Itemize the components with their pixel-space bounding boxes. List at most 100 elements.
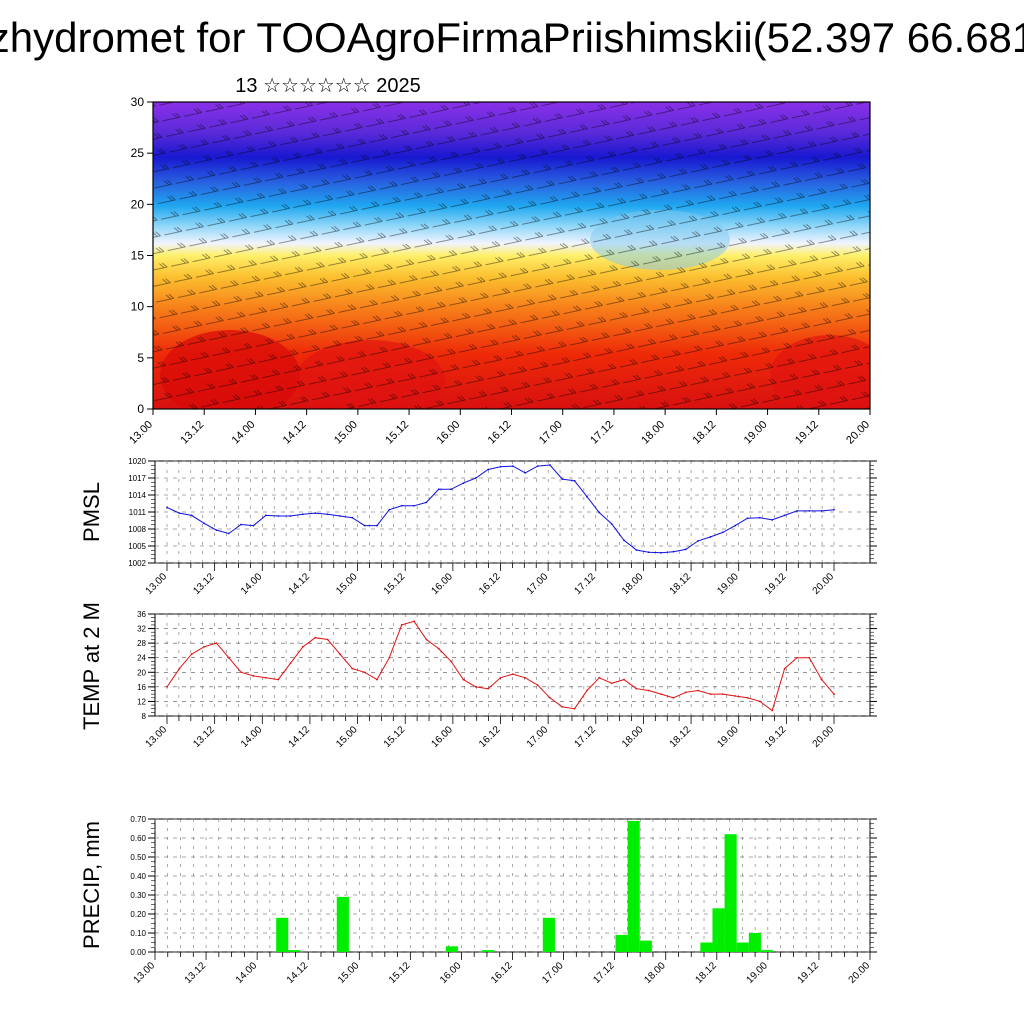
data-point (166, 506, 168, 509)
data-point (301, 645, 304, 648)
x-tick-label: 20.00 (811, 571, 837, 597)
data-point (734, 695, 737, 697)
temp-panel: TEMP at 2 M 8 12 16 20 24 28 32 36 13.00 13.12 14.… (79, 602, 877, 750)
precip-bar (760, 950, 774, 952)
data-point (351, 667, 354, 670)
data-point (203, 522, 205, 525)
data-point (820, 509, 823, 512)
y-tick-label: 1020 (128, 457, 146, 466)
data-point (363, 524, 366, 527)
data-point (227, 532, 230, 535)
data-point (240, 523, 243, 526)
data-point (524, 472, 527, 474)
data-point (413, 620, 415, 623)
data-point (549, 464, 551, 466)
data-point (376, 678, 378, 681)
data-point (178, 512, 181, 515)
y-tick-label: 12 (137, 697, 146, 706)
data-point (709, 693, 712, 696)
data-point (203, 645, 205, 648)
data-point (796, 509, 798, 512)
data-point (227, 656, 230, 659)
x-tick-label: 14.12 (287, 724, 313, 750)
data-point (573, 479, 576, 482)
data-point (796, 656, 798, 659)
x-tick-label: 14.12 (287, 571, 313, 597)
heatmap-y-tick-label: 10 (131, 300, 145, 314)
heatmap-y-ticks: 0 5 10 15 20 25 30 (131, 95, 153, 416)
x-tick-label: 13.00 (144, 571, 170, 597)
data-point (783, 514, 786, 517)
data-point (178, 667, 181, 670)
data-point (623, 678, 625, 681)
x-tick-label: 15.12 (382, 724, 408, 750)
precip-bar (482, 950, 495, 952)
y-tick-label: 36 (137, 610, 146, 619)
x-tick-label: 15.00 (336, 960, 362, 986)
data-point (190, 514, 193, 517)
precip-bar (700, 942, 713, 952)
precip-bar (276, 917, 289, 952)
precip-bar (336, 896, 349, 952)
data-point (697, 689, 700, 692)
y-tick-label: 1005 (128, 542, 146, 551)
data-point (758, 700, 761, 703)
precip-bar (639, 940, 652, 952)
x-tick-label: 19.00 (715, 724, 741, 750)
x-tick-label: 15.12 (387, 960, 413, 986)
x-tick-label: 18.00 (620, 571, 646, 597)
x-tick-label: 16.12 (477, 571, 503, 597)
data-point (462, 678, 465, 681)
data-point (623, 539, 625, 542)
data-point (684, 548, 687, 551)
precip-bar (615, 934, 628, 952)
data-point (524, 676, 527, 679)
x-tick-label: 16.00 (430, 724, 456, 750)
data-point (808, 509, 811, 512)
heatmap-y-tick-label: 25 (131, 146, 145, 160)
data-point (660, 693, 662, 696)
y-tick-label: 24 (137, 654, 146, 663)
data-point (425, 638, 428, 641)
x-tick-label: 17.12 (572, 724, 598, 750)
data-point (264, 676, 267, 679)
data-point (425, 501, 428, 504)
x-tick-label: 14.00 (234, 960, 260, 986)
heatmap-x-tick-label: 20.00 (844, 419, 872, 447)
y-tick-label: 0.50 (130, 853, 146, 862)
x-tick-label: 13.12 (191, 571, 217, 597)
pmsl-panel: PMSL 1002 1005 1008 1011 1014 1017 1020 13.00 13… (79, 457, 877, 597)
precip-bar (736, 942, 749, 952)
data-point (388, 656, 391, 659)
x-tick-label: 18.12 (693, 960, 719, 986)
data-point (339, 515, 341, 517)
heatmap-x-tick-label: 16.00 (434, 419, 462, 447)
y-tick-label: 32 (137, 625, 146, 634)
y-tick-label: 0.00 (130, 948, 146, 957)
x-tick-label: 19.12 (763, 571, 789, 597)
precip-axis-label: PRECIP, mm (79, 821, 104, 949)
data-point (697, 540, 700, 542)
data-point (549, 696, 551, 699)
precip-bar (712, 908, 725, 952)
x-tick-label: 16.00 (438, 960, 464, 986)
data-point (339, 653, 341, 655)
precip-bar (748, 933, 761, 952)
heatmap-y-tick-label: 30 (131, 95, 145, 109)
data-point (561, 705, 564, 708)
x-tick-label: 17.12 (591, 960, 617, 986)
data-point (721, 531, 724, 534)
precip-panel: PRECIP, mm 0.00 0.10 0.20 0.30 0.40 0.50 0.60 0… (79, 815, 877, 986)
data-point (215, 529, 218, 532)
heatmap-x-tick-label: 13.00 (127, 419, 155, 447)
heatmap-x-tick-label: 18.00 (639, 419, 667, 447)
data-point (301, 513, 304, 516)
data-point (536, 684, 539, 686)
data-point (264, 514, 267, 517)
data-point (166, 685, 168, 688)
data-point (635, 549, 638, 551)
x-tick-label: 13.12 (183, 960, 209, 986)
y-tick-label: 0.60 (130, 834, 146, 843)
x-tick-label: 15.00 (334, 571, 360, 597)
